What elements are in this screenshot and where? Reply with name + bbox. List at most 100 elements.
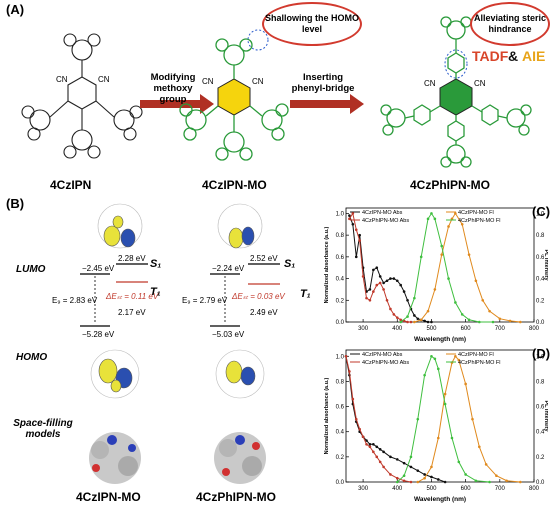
x-tick-label: 500 xyxy=(426,326,437,332)
bubble-homo: Shallowing the HOMO level xyxy=(262,2,362,46)
y2-tick-label: 0.8 xyxy=(536,379,545,385)
data-point xyxy=(430,465,433,469)
data-point xyxy=(409,480,413,484)
legend-entry: 4CzIPN-MO Abs xyxy=(362,210,403,216)
data-point xyxy=(478,445,481,449)
data-point xyxy=(450,436,454,440)
left-s1-label: S₁ xyxy=(150,258,162,270)
x-tick-label: 700 xyxy=(495,326,506,332)
molecule-4czphipn-mo xyxy=(380,16,532,168)
right-t1-label: T₁ xyxy=(300,288,311,300)
right-dest: ΔEₛₜ = 0.03 eV xyxy=(232,292,285,301)
energy-levels-right xyxy=(210,263,280,327)
compound-name-3: 4CzPhIPN-MO xyxy=(410,178,491,192)
data-point xyxy=(402,474,406,478)
data-point xyxy=(484,463,488,466)
y-tick-label: 0.0 xyxy=(336,320,345,326)
data-point xyxy=(457,460,461,464)
right-s1-label: S₁ xyxy=(284,258,296,270)
energy-levels-left xyxy=(80,263,148,327)
plot-frame xyxy=(345,207,535,323)
right-lumo-energy: −2.24 eV xyxy=(212,264,245,273)
data-point xyxy=(402,290,406,293)
data-point xyxy=(478,320,481,324)
data-point xyxy=(375,445,379,449)
y2-tick-label: 0.4 xyxy=(536,430,545,436)
data-point xyxy=(378,448,382,451)
data-point xyxy=(368,445,372,449)
compound-name-1: 4CzIPN xyxy=(50,178,92,192)
data-point xyxy=(409,455,413,459)
data-point xyxy=(395,480,399,484)
data-point xyxy=(375,266,379,270)
data-point xyxy=(413,314,416,317)
data-point xyxy=(348,214,351,217)
data-point xyxy=(375,455,379,459)
panel-b-orbitals xyxy=(80,203,280,484)
data-point xyxy=(368,288,372,291)
y2-tick-label: 0.4 xyxy=(536,277,545,283)
x-tick-label: 300 xyxy=(358,326,369,332)
right-t1-energy: 2.49 eV xyxy=(250,308,278,317)
data-point xyxy=(433,217,437,221)
data-point xyxy=(464,382,467,386)
series-line xyxy=(414,212,521,323)
amp-label: & xyxy=(508,48,519,64)
data-point xyxy=(423,373,426,377)
data-point xyxy=(402,479,406,483)
step-1-label: Modifying methoxy group xyxy=(150,72,196,105)
data-point xyxy=(488,309,491,313)
data-point xyxy=(433,288,437,291)
data-point xyxy=(436,478,440,481)
legend-entry: 4CzPhIPN-MO Fl xyxy=(458,218,500,224)
left-dest: ΔEₛₜ = 0.11 eV xyxy=(106,292,159,301)
legend-entry: 4CzIPN-MO Fl xyxy=(458,352,494,358)
legend-entry: 4CzPhIPN-MO Fl xyxy=(458,360,500,366)
data-point xyxy=(495,474,498,478)
y-tick-label: 1.0 xyxy=(336,211,345,217)
data-point xyxy=(351,222,355,226)
bubble-steric: Alleviating steric hindrance xyxy=(470,2,550,46)
data-point xyxy=(402,461,406,465)
data-point xyxy=(382,281,385,285)
left-eg: E₉ = 2.83 eV xyxy=(52,296,98,305)
legend-entry: 4CzPhIPN-MO Abs xyxy=(362,360,409,366)
data-point xyxy=(344,354,348,358)
data-point xyxy=(505,479,508,483)
aie-label: AIE xyxy=(522,48,546,64)
series-line xyxy=(417,355,521,483)
svg-text:CN: CN xyxy=(474,79,486,88)
data-point xyxy=(354,228,358,232)
right-eg: E₉ = 2.79 eV xyxy=(182,296,228,305)
data-point xyxy=(409,465,413,469)
panel-label-a: (A) xyxy=(6,2,25,17)
x-axis-label: Wavelength (nm) xyxy=(414,336,466,343)
data-point xyxy=(460,222,464,226)
data-point xyxy=(436,367,440,371)
data-point xyxy=(436,436,440,440)
step-2-label: Inserting phenyl-bridge xyxy=(291,72,355,94)
cn-label-2: CN xyxy=(98,75,110,84)
y2-tick-label: 0.6 xyxy=(536,405,545,411)
data-point xyxy=(423,476,426,480)
series-line xyxy=(396,355,490,483)
plot-frame xyxy=(345,349,535,483)
data-point xyxy=(378,281,382,285)
arrow-2 xyxy=(290,94,364,114)
data-point xyxy=(467,253,471,256)
bottom-name-left: 4CzIPN-MO xyxy=(76,490,141,504)
data-point xyxy=(361,275,365,278)
data-point xyxy=(395,316,399,319)
y2-tick-label: 0.6 xyxy=(536,255,545,261)
lumo-orbital-right xyxy=(217,203,263,249)
data-point xyxy=(382,288,385,291)
data-point xyxy=(354,255,358,259)
data-point xyxy=(519,480,522,484)
data-point xyxy=(426,320,430,324)
data-point xyxy=(419,255,423,259)
y-axis-label: Normalized absorbance (a.u.) xyxy=(324,226,330,303)
data-point xyxy=(351,397,355,401)
data-point xyxy=(365,442,368,446)
data-point xyxy=(395,476,399,480)
panel-a-structures: CN CN CN CN xyxy=(21,16,532,168)
